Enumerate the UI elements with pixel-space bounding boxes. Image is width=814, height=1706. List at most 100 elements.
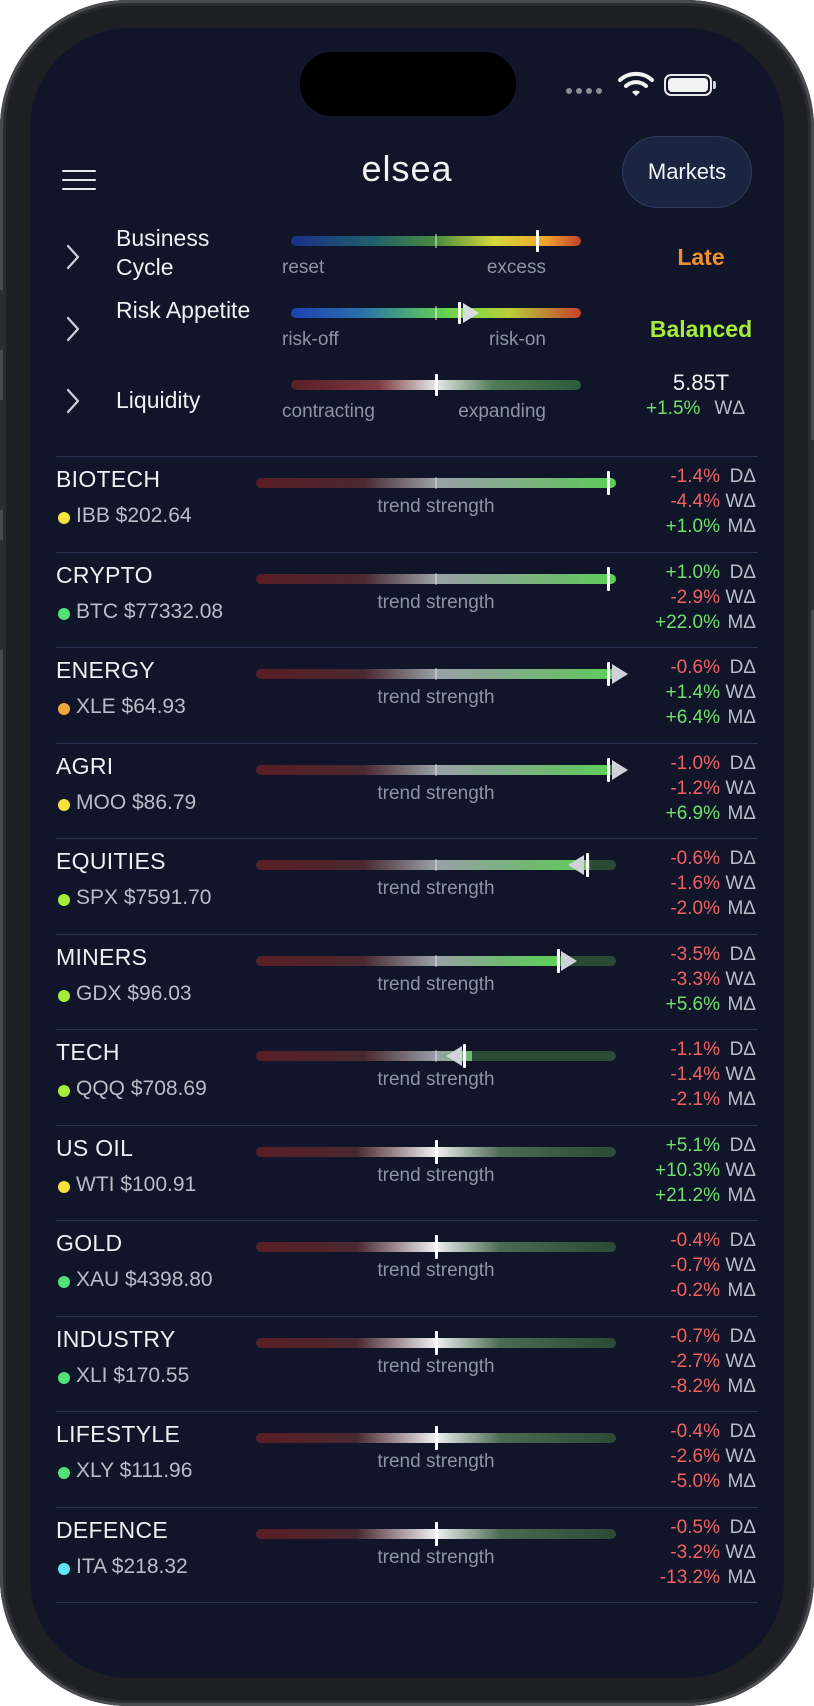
delta-row: -2.7% WΔ [602,1349,758,1374]
trend-center-tick [435,668,437,680]
delta-label: MΔ [727,707,756,728]
delta-row: -0.4% DΔ [602,1419,758,1444]
battery-icon [664,74,716,96]
trend-arrow-left-icon [568,855,585,875]
delta-list: -0.4% DΔ -2.6% WΔ -5.0% MΔ [602,1419,758,1494]
trend-strength-bar [256,1521,616,1546]
delta-list: -1.1% DΔ -1.4% WΔ -2.1% MΔ [602,1037,758,1112]
sector-row[interactable]: TECH QQQ $708.69 trend strength -1.1% DΔ -1.4… [56,1029,758,1124]
sector-row[interactable]: BIOTECH IBB $202.64 trend strength -1.4% DΔ -… [56,456,758,551]
chevron-right-icon[interactable] [64,386,82,416]
sector-row[interactable]: DEFENCE ITA $218.32 trend strength -0.5% DΔ -… [56,1507,758,1602]
delta-row: -0.7% WΔ [602,1253,758,1278]
delta-label: DΔ [729,943,756,965]
trend-strength-label: trend strength [377,1451,495,1472]
indicator-row[interactable]: Liquidity contracting expanding 5.85T +1.5% W… [56,368,756,438]
sector-row[interactable]: AGRI MOO $86.79 trend strength -1.0% DΔ -1.2%… [56,743,758,838]
gauge-center-tick [435,234,437,248]
sector-row[interactable]: US OIL WTI $100.91 trend strength +5.1% DΔ +1… [56,1125,758,1220]
delta-label: DΔ [729,1421,756,1442]
trend-arrow-right-icon [611,664,628,684]
delta-label: WΔ [725,491,756,512]
ticker-price: WTI $100.91 [76,1172,197,1196]
delta-row: -0.4% DΔ [602,1228,758,1253]
status-dot [58,1371,70,1384]
trend-strength-bar [256,566,616,591]
chevron-right-icon[interactable] [64,242,82,272]
delta-value: -1.2% [670,777,720,799]
row-divider [56,456,758,457]
trend-center-tick [435,1050,437,1062]
indicator-row[interactable]: Business Cycle reset excess Late [56,224,756,294]
delta-label: MΔ [727,898,756,919]
delta-row: -1.4% DΔ [602,464,758,489]
side-button [810,440,814,610]
menu-icon[interactable] [62,168,98,192]
sector-row[interactable]: CRYPTO BTC $77332.08 trend strength +1.0% DΔ… [56,552,758,647]
trend-strength-label: trend strength [377,687,495,708]
wifi-icon [618,71,654,96]
delta-row: +1.4% WΔ [602,680,758,705]
sector-row[interactable]: EQUITIES SPX $7591.70 trend strength -0.6% D… [56,838,758,933]
trend-marker [607,566,611,591]
liquidity-change-label: WΔ [714,398,746,419]
delta-value: -1.4% [670,1064,720,1085]
gauge-arrow-icon [463,303,480,323]
delta-value: -2.9% [670,586,720,608]
sector-row[interactable]: GOLD XAU $4398.80 trend strength -0.4% DΔ -0.… [56,1220,758,1315]
row-divider [56,1602,758,1603]
delta-row: +10.3% WΔ [602,1158,758,1183]
markets-button[interactable]: Markets [622,136,752,208]
delta-list: -0.4% DΔ -0.7% WΔ -0.2% MΔ [602,1228,758,1303]
row-divider [56,1315,758,1317]
delta-value: -3.2% [670,1541,720,1563]
ticker-price: IBB $202.64 [76,504,192,527]
delta-row: +6.4% MΔ [602,705,758,730]
delta-row: -3.3% WΔ [602,967,758,992]
trend-marker [434,1139,438,1164]
trend-strength-label: trend strength [377,1546,495,1568]
delta-row: -0.7% DΔ [602,1324,758,1349]
delta-value: -0.5% [670,1516,720,1538]
sector-row[interactable]: INDUSTRY XLI $170.55 trend strength -0.7% DΔ… [56,1316,758,1411]
chevron-right-icon[interactable] [64,314,82,344]
trend-marker [607,662,611,686]
trend-strength-label: trend strength [377,782,495,804]
delta-row: -1.0% DΔ [602,751,758,776]
trend-center-tick [435,477,437,489]
trend-center-tick [435,859,437,871]
delta-label: DΔ [729,561,756,583]
delta-row: +6.9% MΔ [602,801,758,826]
delta-label: MΔ [727,611,756,633]
trend-marker [556,948,560,973]
delta-list: -1.0% DΔ -1.2% WΔ +6.9% MΔ [602,751,758,826]
delta-row: -8.2% MΔ [602,1374,758,1399]
delta-row: +5.1% DΔ [602,1133,758,1158]
sector-row[interactable]: ENERGY XLE $64.93 trend strength -0.6% DΔ +1.… [56,647,758,742]
delta-row: -3.5% DΔ [602,942,758,967]
trend-strength-bar [256,1330,616,1355]
sector-name: EQUITIES [56,848,166,874]
delta-value: -0.7% [670,1255,720,1276]
delta-value: +1.0% [665,561,720,583]
trend-center-tick [435,763,437,776]
delta-value: -1.1% [670,1039,720,1060]
delta-row: -1.1% DΔ [602,1037,758,1062]
delta-list: +5.1% DΔ +10.3% WΔ +21.2% MΔ [602,1133,758,1208]
status-dot [58,989,70,1002]
sector-row[interactable]: MINERS GDX $96.03 trend strength -3.5% DΔ -3.… [56,934,758,1029]
sector-name: MINERS [56,943,148,970]
sector-row[interactable]: LIFESTYLE XLY $111.96 trend strength -0.4% D… [56,1411,758,1506]
delta-row: +22.0% MΔ [602,610,758,635]
delta-label: WΔ [725,873,756,894]
indicator-row[interactable]: Risk Appetite risk-off risk-on Balanced [56,296,756,366]
delta-row: +1.0% MΔ [602,514,758,539]
delta-value: +1.0% [665,516,720,537]
indicator-gauge-bar [291,230,581,252]
sector-name: LIFESTYLE [56,1421,181,1447]
trend-strength-bar [256,1139,616,1164]
delta-label: WΔ [725,586,756,608]
trend-strength-label: trend strength [377,1260,495,1281]
status-dot [58,1180,70,1193]
row-divider [56,933,758,935]
